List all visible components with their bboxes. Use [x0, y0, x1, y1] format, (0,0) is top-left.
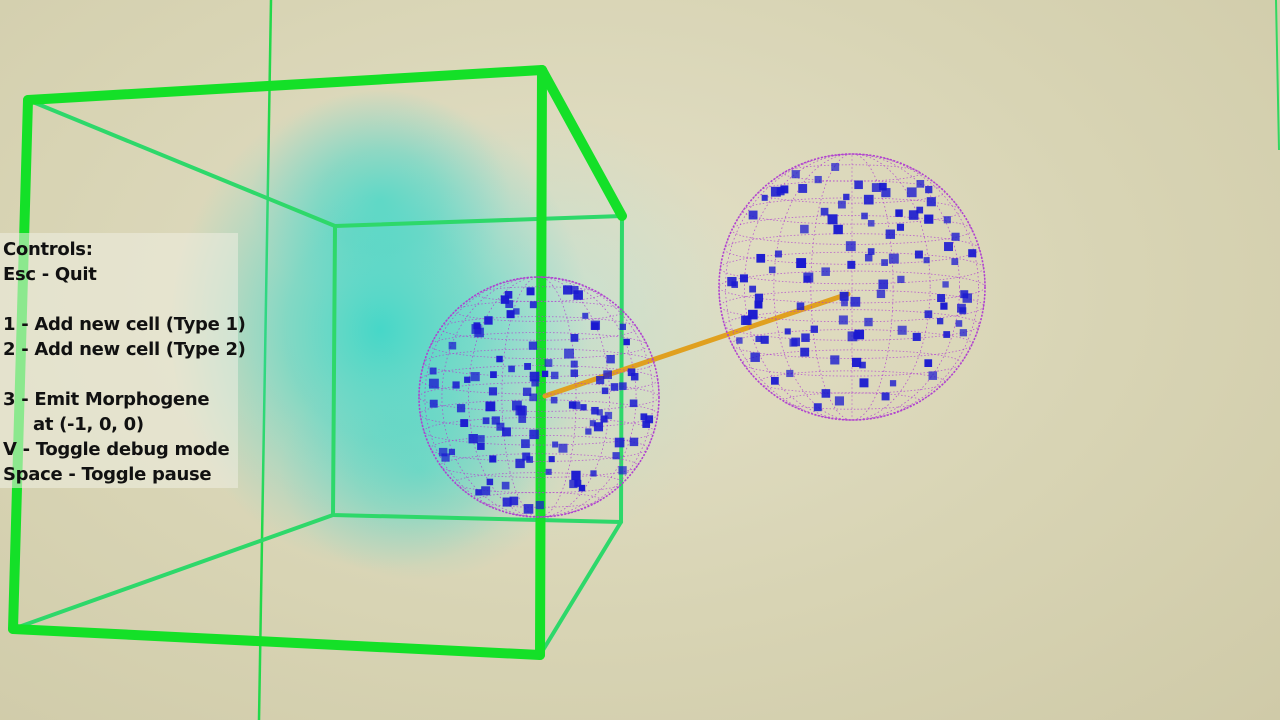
controls-title: Controls:: [3, 239, 93, 260]
control-toggle-debug: V - Toggle debug mode: [3, 439, 230, 460]
control-add-type2: 2 - Add new cell (Type 2): [3, 339, 246, 360]
bounding-box: [8, 65, 627, 660]
control-quit: Esc - Quit: [3, 264, 97, 285]
cell-sphere[interactable]: [718, 153, 986, 421]
morphogene-cloud: [170, 90, 760, 580]
controls-panel: Controls: Esc - Quit 1 - Add new cell (T…: [0, 233, 246, 488]
axis-line-right: [1275, 0, 1280, 151]
control-emit-morphogene: 3 - Emit Morphogene: [3, 389, 210, 410]
control-toggle-pause: Space - Toggle pause: [3, 464, 212, 485]
cell-sphere[interactable]: [418, 276, 660, 518]
control-add-type1: 1 - Add new cell (Type 1): [3, 314, 246, 335]
control-emit-location: at (-1, 0, 0): [33, 414, 144, 435]
